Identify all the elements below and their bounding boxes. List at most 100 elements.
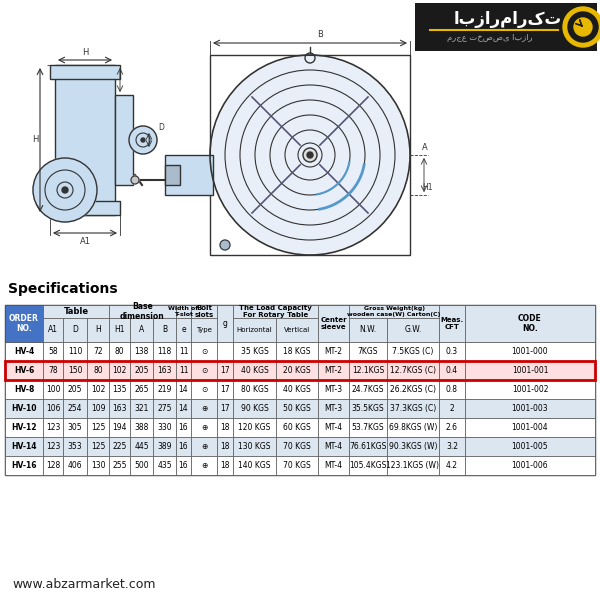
Text: 35 KGS: 35 KGS — [241, 347, 268, 356]
Text: 70 KGS: 70 KGS — [283, 442, 311, 451]
Text: 58: 58 — [48, 347, 58, 356]
Text: 305: 305 — [68, 423, 82, 432]
Text: ⊕: ⊕ — [201, 404, 207, 413]
Text: 20 KGS: 20 KGS — [283, 366, 311, 375]
Text: 14: 14 — [179, 404, 188, 413]
Bar — [87, 342, 109, 361]
Bar — [439, 418, 465, 437]
Text: 18: 18 — [220, 423, 230, 432]
Text: 118: 118 — [157, 347, 172, 356]
Bar — [153, 342, 176, 361]
Bar — [43, 305, 109, 318]
Text: 435: 435 — [157, 461, 172, 470]
Text: 90.3KGS (W): 90.3KGS (W) — [389, 442, 437, 451]
Bar — [176, 437, 191, 456]
Bar — [349, 418, 387, 437]
Bar — [276, 399, 318, 418]
Text: 0.3: 0.3 — [446, 347, 458, 356]
Text: 205: 205 — [134, 366, 149, 375]
Text: 16: 16 — [179, 461, 188, 470]
Bar — [5, 380, 43, 399]
Bar — [5, 305, 43, 342]
Text: 106: 106 — [46, 404, 60, 413]
Bar — [191, 418, 217, 437]
Bar — [130, 318, 153, 342]
Bar — [233, 437, 276, 456]
Bar — [130, 342, 153, 361]
Text: D: D — [72, 325, 78, 335]
Text: 50 KGS: 50 KGS — [283, 404, 311, 413]
Bar — [349, 437, 387, 456]
Circle shape — [141, 138, 145, 142]
Text: 35.5KGS: 35.5KGS — [352, 404, 385, 413]
Bar — [87, 399, 109, 418]
Bar — [5, 305, 595, 475]
Text: 80: 80 — [115, 347, 124, 356]
Text: g: g — [223, 319, 227, 328]
Text: 150: 150 — [68, 366, 82, 375]
Text: 26.2KGS (C): 26.2KGS (C) — [390, 385, 436, 394]
Bar — [465, 305, 595, 342]
Bar — [130, 437, 153, 456]
Text: 125: 125 — [91, 442, 105, 451]
Text: Type: Type — [196, 327, 212, 333]
Bar — [276, 437, 318, 456]
Bar — [217, 361, 233, 380]
Circle shape — [574, 18, 592, 36]
Bar — [165, 165, 180, 185]
Text: 18 KGS: 18 KGS — [283, 347, 311, 356]
Text: 205: 205 — [68, 385, 82, 394]
Bar — [5, 361, 595, 380]
Text: 40 KGS: 40 KGS — [241, 366, 268, 375]
Text: 123: 123 — [46, 442, 60, 451]
Bar — [43, 380, 63, 399]
Bar — [5, 437, 43, 456]
Bar — [318, 361, 349, 380]
Bar — [191, 399, 217, 418]
Bar — [387, 399, 439, 418]
Text: HV-10: HV-10 — [11, 404, 37, 413]
Bar — [5, 361, 43, 380]
Bar — [63, 318, 87, 342]
Text: A1: A1 — [79, 237, 91, 246]
Bar — [153, 418, 176, 437]
Bar — [233, 399, 276, 418]
Text: H: H — [95, 325, 101, 335]
Text: 194: 194 — [112, 423, 127, 432]
Text: A1: A1 — [48, 325, 58, 335]
Bar — [415, 3, 597, 51]
Text: ⊕: ⊕ — [201, 461, 207, 470]
Text: Center
sleeve: Center sleeve — [320, 317, 347, 330]
Bar — [439, 456, 465, 475]
Text: 125: 125 — [91, 423, 105, 432]
Text: 72: 72 — [93, 347, 103, 356]
Bar — [233, 342, 276, 361]
Circle shape — [303, 148, 317, 162]
Text: 275: 275 — [157, 404, 172, 413]
Bar — [176, 361, 191, 380]
Bar — [217, 342, 233, 361]
Text: www.abzarmarket.com: www.abzarmarket.com — [12, 578, 155, 592]
Text: 70 KGS: 70 KGS — [283, 461, 311, 470]
Bar — [176, 342, 191, 361]
Bar — [349, 380, 387, 399]
Text: 80 KGS: 80 KGS — [241, 385, 268, 394]
Text: 123.1KGS (W): 123.1KGS (W) — [386, 461, 439, 470]
Text: Meas.
CFT: Meas. CFT — [440, 317, 464, 330]
Text: HV-12: HV-12 — [11, 423, 37, 432]
Bar — [439, 361, 465, 380]
Bar — [63, 456, 87, 475]
Bar — [276, 361, 318, 380]
Text: 60 KGS: 60 KGS — [283, 423, 311, 432]
Bar — [318, 380, 349, 399]
Bar — [318, 437, 349, 456]
Bar — [130, 380, 153, 399]
Text: MT-4: MT-4 — [325, 423, 343, 432]
Bar — [55, 65, 115, 215]
Bar — [5, 456, 43, 475]
Bar — [276, 418, 318, 437]
Bar — [109, 456, 130, 475]
Text: 1001-003: 1001-003 — [512, 404, 548, 413]
Text: 130 KGS: 130 KGS — [238, 442, 271, 451]
Bar — [43, 418, 63, 437]
